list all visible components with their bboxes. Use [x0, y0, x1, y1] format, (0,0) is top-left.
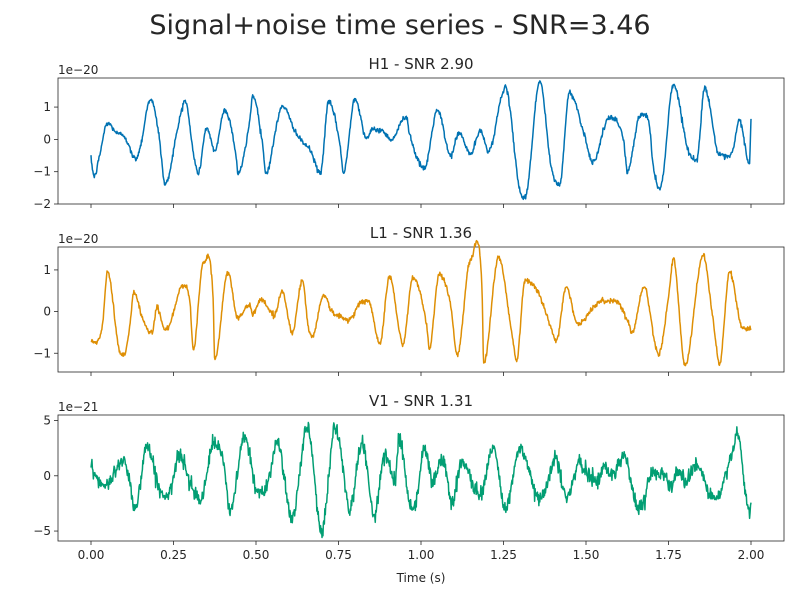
y-tick-label-v1: 0	[43, 469, 51, 483]
panel-title-l1: L1 - SNR 1.36	[370, 224, 472, 242]
panel-title-h1: H1 - SNR 2.90	[368, 55, 473, 73]
y-tick-label-h1: −1	[33, 165, 51, 179]
panel-title-v1: V1 - SNR 1.31	[369, 392, 473, 410]
y-tick-label-h1: 0	[43, 132, 51, 146]
y-offset-label-h1: 1e−20	[58, 63, 98, 77]
x-tick-label: 0.00	[78, 548, 105, 562]
y-tick-label-l1: 0	[43, 305, 51, 319]
panel-v1: −5 0 5 0.00 0.25 0.50 0.75 1.00 1.25 1.50 1.75 2.00	[33, 414, 785, 562]
series-line-h1	[90, 80, 752, 201]
figure-title: Signal+noise time series - SNR=3.46	[149, 10, 650, 41]
x-tick-label: 0.50	[243, 548, 270, 562]
y-offset-label-l1: 1e−20	[58, 232, 98, 246]
x-axis-label: Time (s)	[396, 571, 446, 585]
y-tick-label-v1: −5	[33, 524, 51, 538]
y-tick-label-h1: −2	[33, 197, 51, 211]
x-tick-label: 0.25	[160, 548, 187, 562]
y-tick-label-v1: 5	[43, 414, 51, 428]
x-tick-label: 1.50	[573, 548, 600, 562]
panel-l1: −1 0 1	[33, 239, 785, 376]
x-tick-label: 1.75	[655, 548, 682, 562]
series-line-v1	[90, 421, 752, 539]
series-line-l1	[90, 239, 752, 367]
x-tick-label: 1.00	[408, 548, 435, 562]
x-tick-label: 0.75	[325, 548, 352, 562]
x-tick-label: 2.00	[738, 548, 765, 562]
y-offset-label-v1: 1e−21	[58, 400, 98, 414]
panel-h1: −2 −1 0 1	[33, 77, 785, 211]
plot-frame-l1	[57, 246, 785, 373]
y-tick-label-l1: 1	[43, 263, 51, 277]
y-tick-label-h1: 1	[43, 100, 51, 114]
plot-frame-h1	[57, 77, 785, 205]
x-tick-label: 1.25	[490, 548, 517, 562]
y-tick-label-l1: −1	[33, 346, 51, 360]
